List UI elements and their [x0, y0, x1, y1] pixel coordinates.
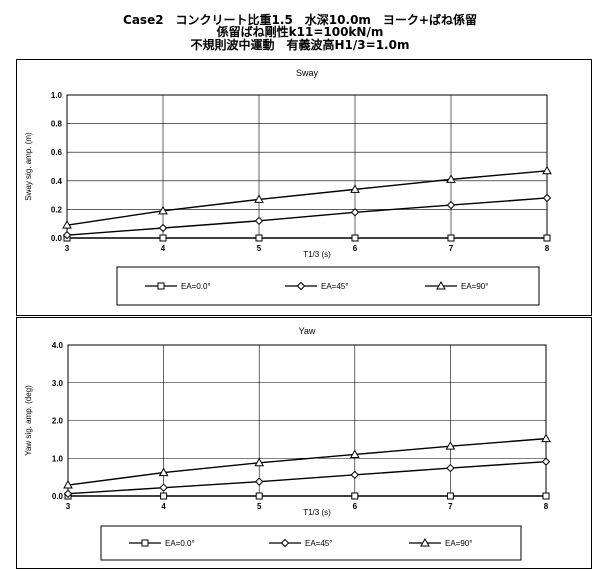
- y-tick-label: 0.8: [51, 120, 63, 129]
- data-point: [541, 433, 551, 443]
- data-point: [446, 174, 456, 183]
- legend-label: EA=90°: [461, 282, 488, 291]
- data-point: [254, 216, 264, 226]
- legend-marker: [296, 281, 306, 291]
- y-tick-label: 3.0: [52, 379, 64, 388]
- legend-label: EA=0.0°: [165, 539, 195, 548]
- data-point: [254, 477, 264, 486]
- data-point: [446, 200, 456, 210]
- figure-title-line-2: 係留ばね剛性k11=100kN/m: [216, 25, 384, 39]
- x-tick-label: 4: [161, 502, 166, 511]
- y-tick-label: 1.0: [51, 91, 63, 100]
- data-point: [446, 463, 455, 473]
- data-point: [445, 441, 456, 450]
- series-line: [67, 437, 547, 486]
- x-axis-label: T1/3 (s): [303, 250, 331, 259]
- series-diamond: [63, 457, 551, 498]
- series-square: [63, 234, 551, 242]
- chart-title: Yaw: [299, 326, 316, 336]
- data-point: [62, 220, 72, 229]
- data-point: [350, 470, 360, 480]
- series-line: [66, 170, 548, 226]
- legend-marker: [436, 280, 446, 290]
- legend-label: EA=45°: [321, 282, 348, 291]
- data-point: [158, 467, 169, 477]
- y-tick-label: 0.4: [51, 177, 63, 186]
- yaw-chart-panel: Yaw 0.0 1.0 2.0 3.0 4.0 3 4 5 6 7 8 T1/3 (s) Yaw sig.…: [16, 317, 592, 569]
- data-point: [158, 205, 168, 215]
- data-point: [254, 194, 264, 203]
- series-square: [64, 492, 550, 500]
- x-tick-label: 3: [66, 502, 71, 511]
- data-point: [62, 230, 72, 240]
- legend-label: EA=45°: [305, 539, 332, 548]
- y-tick-label: 0.0: [51, 234, 63, 243]
- data-point: [255, 492, 263, 500]
- x-tick-label: 5: [257, 244, 262, 253]
- sway-chart-panel: Sway 0.0 0.2 0.4 0.6 0.8 1.0 3 4 5 6 7 8 T1/3 (s) Sway…: [16, 59, 592, 316]
- data-point: [542, 193, 552, 203]
- x-tick-label: 8: [544, 502, 549, 511]
- data-point: [255, 234, 263, 242]
- legend-marker: [141, 539, 149, 547]
- x-tick-label: 5: [257, 502, 262, 511]
- figure-title-line-1: Case2 コンクリート比重1.5 水深10.0m ヨーク+ばね係留: [123, 13, 477, 27]
- x-tick-label: 4: [161, 244, 166, 253]
- x-tick-label: 8: [545, 244, 550, 253]
- legend-marker: [157, 282, 165, 290]
- figure-title-line-3: 不規則波中運動 有義波高H1/3=1.0m: [190, 38, 410, 52]
- yaw-chart: Yaw 0.0 1.0 2.0 3.0 4.0 3 4 5 6 7 8 T1/3 (s) Yaw sig.…: [24, 326, 551, 561]
- legend-box: [100, 525, 522, 561]
- data-point: [159, 234, 167, 242]
- y-tick-label: 0.2: [51, 205, 63, 214]
- series-line: [66, 197, 548, 236]
- data-point: [351, 234, 359, 242]
- legend-label: EA=0.0°: [181, 282, 211, 291]
- data-point: [63, 489, 73, 498]
- x-tick-label: 6: [353, 502, 358, 511]
- series-triangle: [62, 165, 552, 229]
- series-diamond: [62, 193, 552, 240]
- data-point: [350, 208, 360, 217]
- x-tick-label: 3: [65, 244, 70, 253]
- data-point: [446, 492, 454, 500]
- data-point: [543, 234, 551, 242]
- data-point: [159, 483, 168, 492]
- y-tick-label: 2.0: [52, 417, 64, 426]
- legend-marker: [280, 538, 290, 548]
- data-point: [158, 223, 168, 233]
- x-tick-label: 7: [449, 244, 454, 253]
- sway-chart: Sway 0.0 0.2 0.4 0.6 0.8 1.0 3 4 5 6 7 8 T1/3 (s) Sway…: [24, 68, 552, 306]
- x-tick-label: 6: [353, 244, 358, 253]
- y-tick-label: 1.0: [52, 454, 64, 463]
- data-point: [63, 480, 73, 489]
- data-point: [447, 234, 455, 242]
- legend-marker: [420, 537, 430, 547]
- data-point: [542, 492, 550, 500]
- y-tick-label: 0.6: [51, 148, 63, 157]
- y-axis-label: Yaw sig. amp. (deg): [24, 385, 33, 456]
- y-axis-label: Sway sig. amp. (m): [24, 132, 33, 201]
- data-point: [254, 457, 265, 467]
- y-tick-label: 0.0: [52, 492, 64, 501]
- x-tick-label: 7: [448, 502, 453, 511]
- legend-box: [116, 266, 540, 306]
- x-axis-label: T1/3 (s): [303, 508, 331, 517]
- data-point: [350, 184, 360, 193]
- data-point: [541, 457, 551, 466]
- series-line: [67, 460, 547, 495]
- chart-title: Sway: [296, 68, 319, 78]
- data-point: [160, 492, 168, 500]
- data-point: [542, 165, 552, 175]
- series-triangle: [63, 433, 551, 489]
- data-point: [349, 449, 360, 458]
- data-point: [351, 492, 359, 500]
- y-tick-label: 4.0: [52, 341, 64, 350]
- legend-label: EA=90°: [445, 539, 472, 548]
